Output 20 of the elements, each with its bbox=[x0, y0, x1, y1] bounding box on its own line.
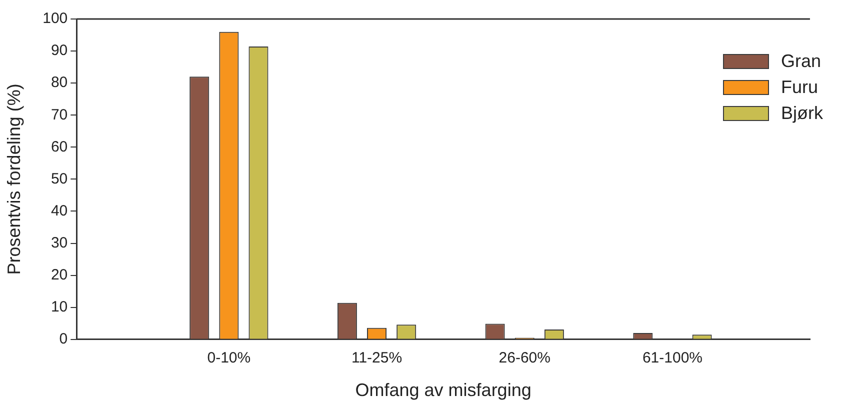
y-tick-label: 40 bbox=[50, 202, 68, 220]
x-tick-label: 26-60% bbox=[498, 350, 550, 367]
y-tick-label: 90 bbox=[50, 42, 68, 60]
y-axis-title: Prosentvis fordeling (%) bbox=[4, 84, 24, 275]
x-tick-label: 61-100% bbox=[642, 350, 702, 367]
y-tick-label: 20 bbox=[50, 266, 68, 284]
legend-label: Bjørk bbox=[781, 102, 823, 124]
legend-label: Furu bbox=[781, 76, 818, 98]
y-tick-label: 70 bbox=[50, 106, 68, 124]
x-tick-label: 11-25% bbox=[351, 350, 402, 367]
y-tick-label: 60 bbox=[50, 138, 68, 156]
x-axis-title: Omfang av misfarging bbox=[355, 380, 532, 400]
x-tick-label: 0-10% bbox=[207, 350, 251, 367]
y-tick-label: 100 bbox=[42, 10, 68, 28]
legend-label: Gran bbox=[781, 50, 822, 72]
y-tick-label: 0 bbox=[59, 330, 68, 348]
y-tick-label: 30 bbox=[50, 234, 68, 252]
y-tick-label: 10 bbox=[50, 298, 68, 316]
y-tick-label: 50 bbox=[50, 170, 68, 188]
y-tick-label: 80 bbox=[50, 74, 68, 92]
